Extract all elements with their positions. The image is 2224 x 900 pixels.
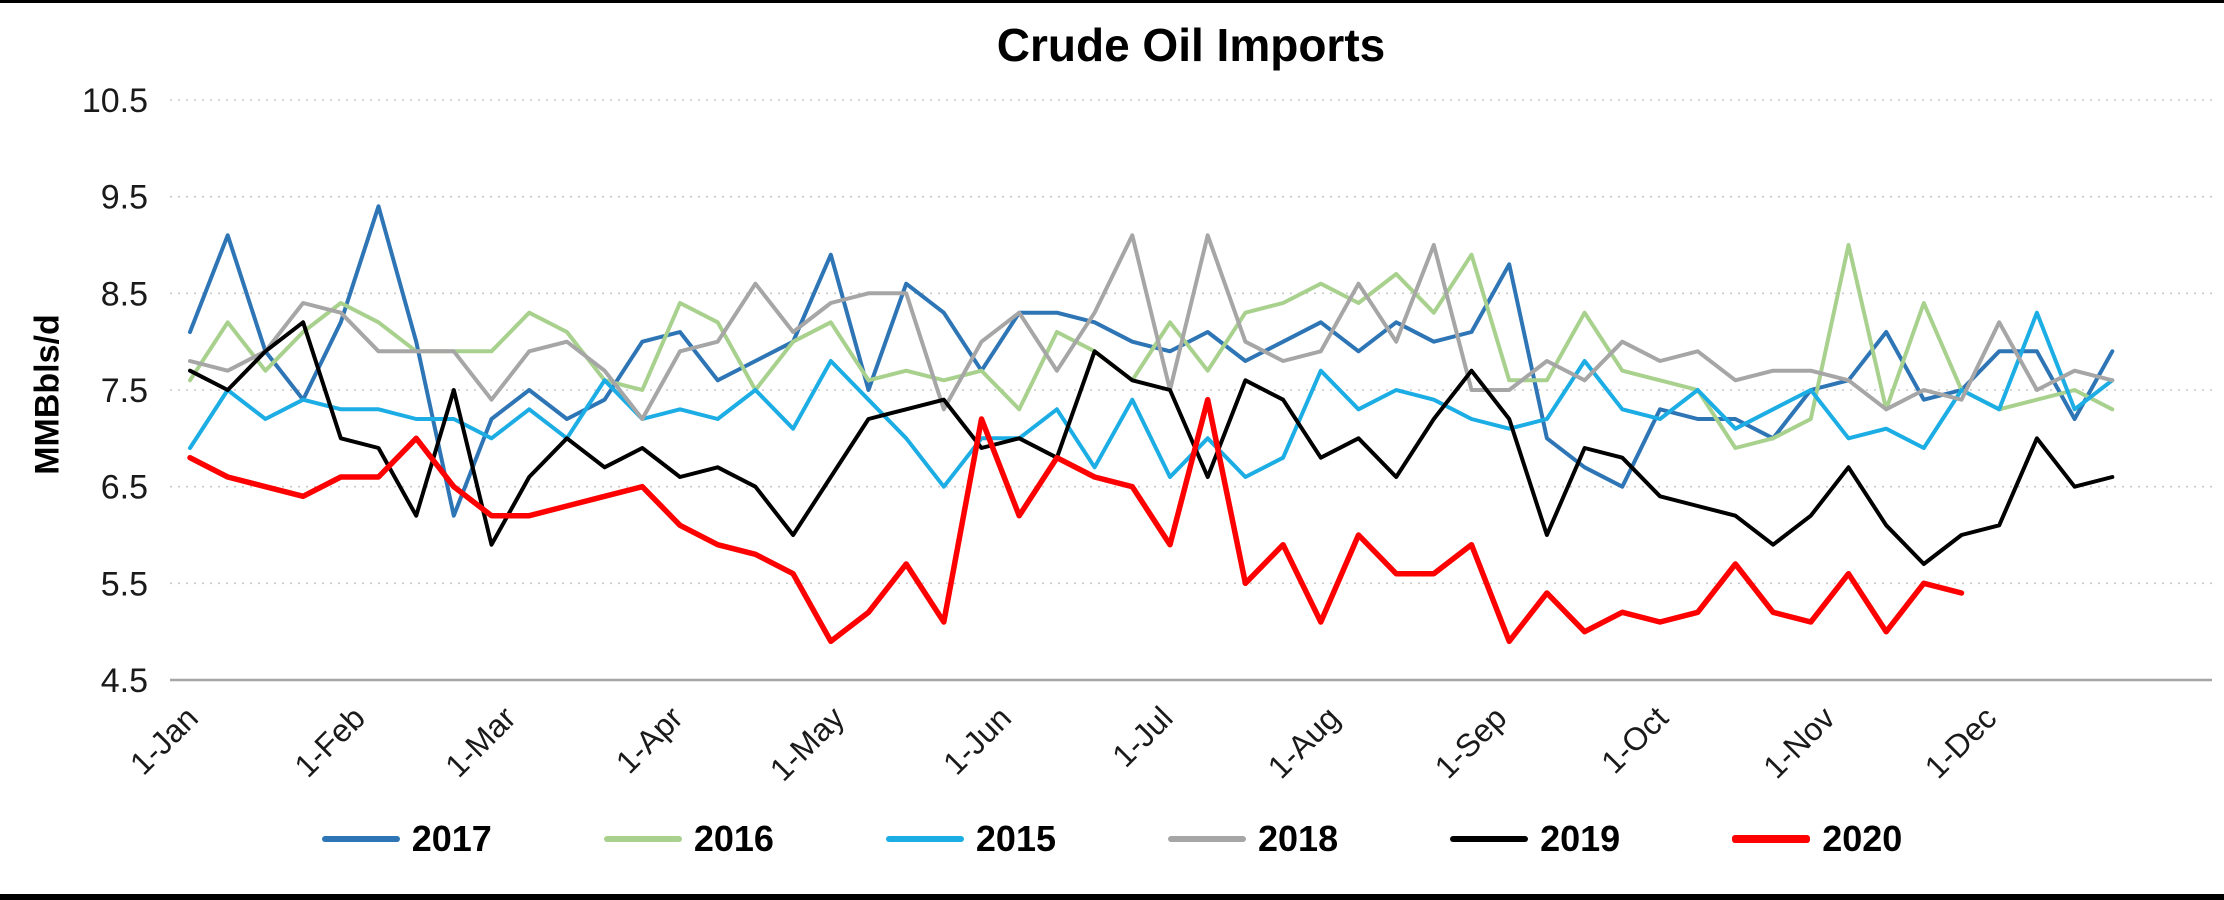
y-tick-label: 4.5 bbox=[101, 662, 148, 700]
series-line-2015 bbox=[188, 310, 2115, 489]
legend-item-2019: 2019 bbox=[1450, 818, 1620, 860]
legend-line-sample-2017 bbox=[321, 836, 400, 842]
legend-line-sample-2019 bbox=[1450, 836, 1529, 842]
y-tick-label: 5.5 bbox=[101, 565, 148, 603]
legend-item-2020: 2020 bbox=[1732, 818, 1902, 860]
x-tick-label: 1-Oct bbox=[1594, 699, 1675, 780]
series-line-2019 bbox=[188, 320, 2115, 566]
chart-legend: 2017 2016 2015 2018 2019 2020 bbox=[0, 818, 2224, 860]
x-tick-label: 1-Nov bbox=[1756, 699, 1842, 785]
x-tick-label: 1-May bbox=[763, 699, 851, 787]
x-tick-label: 1-Mar bbox=[438, 699, 523, 784]
legend-line-sample-2016 bbox=[603, 836, 682, 842]
x-tick-label: 1-Jun bbox=[936, 699, 1018, 781]
top-border-line bbox=[0, 0, 2224, 3]
x-tick-label: 1-Sep bbox=[1428, 699, 1514, 785]
y-tick-label: 7.5 bbox=[101, 372, 148, 410]
y-tick-label: 8.5 bbox=[101, 275, 148, 313]
series-line-2016 bbox=[188, 243, 2115, 450]
series-line-2017 bbox=[188, 204, 2115, 518]
series-line-2020 bbox=[187, 396, 1965, 645]
x-tick-label: 1-Dec bbox=[1918, 699, 2004, 785]
legend-label-2018: 2018 bbox=[1258, 818, 1339, 859]
series-line-2018 bbox=[188, 233, 2115, 421]
chart-title: Crude Oil Imports bbox=[996, 19, 1386, 71]
y-tick-label: 9.5 bbox=[101, 179, 148, 217]
bottom-border-line bbox=[0, 894, 2224, 900]
y-tick-label: 10.5 bbox=[82, 82, 148, 120]
legend-label-2016: 2016 bbox=[693, 818, 774, 859]
legend-item-2017: 2017 bbox=[321, 818, 492, 860]
legend-line-sample-2020 bbox=[1732, 835, 1811, 843]
x-tick-label: 1-Jul bbox=[1105, 699, 1180, 774]
legend-label-2015: 2015 bbox=[975, 818, 1056, 859]
legend-item-2018: 2018 bbox=[1168, 818, 1338, 860]
legend-label-2020: 2020 bbox=[1822, 818, 1903, 859]
legend-label-2017: 2017 bbox=[411, 818, 492, 859]
x-tick-label: 1-Aug bbox=[1261, 699, 1347, 785]
x-tick-label: 1-Apr bbox=[609, 699, 690, 780]
y-tick-label: 6.5 bbox=[101, 469, 148, 507]
legend-item-2015: 2015 bbox=[885, 818, 1056, 860]
legend-label-2019: 2019 bbox=[1540, 818, 1621, 859]
legend-line-sample-2018 bbox=[1168, 836, 1246, 842]
legend-item-2016: 2016 bbox=[603, 818, 774, 860]
legend-line-sample-2015 bbox=[885, 836, 964, 842]
x-tick-label: 1-Jan bbox=[123, 699, 205, 781]
x-tick-label: 1-Feb bbox=[287, 699, 372, 784]
